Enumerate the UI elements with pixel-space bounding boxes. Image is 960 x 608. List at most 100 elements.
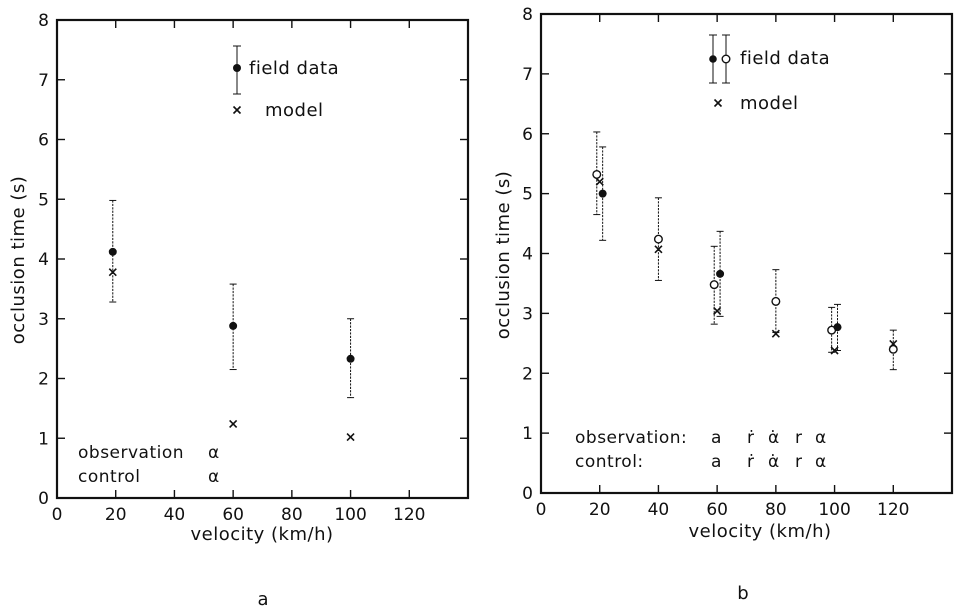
x-axis-label: velocity (km/h) bbox=[688, 521, 831, 542]
x-tick-label: 120 bbox=[393, 505, 425, 525]
control-symbol-r-dot: ṙ bbox=[747, 452, 755, 472]
x-tick-label: 80 bbox=[765, 500, 787, 520]
x-axis-label: velocity (km/h) bbox=[190, 524, 333, 545]
legend-model-label: model bbox=[740, 93, 799, 114]
x-tick-label: 60 bbox=[222, 505, 244, 525]
legend-cross-marker bbox=[232, 105, 242, 115]
x-tick-label: 100 bbox=[334, 505, 366, 525]
x-axis: 0 20 40 60 80 100 120 bbox=[536, 14, 910, 520]
y-tick-label: 0 bbox=[522, 484, 533, 504]
model-point bbox=[595, 177, 604, 186]
field-data-point-filled bbox=[833, 323, 842, 332]
x-axis: 0 20 40 60 80 100 120 bbox=[52, 20, 426, 525]
field-data-point-open bbox=[592, 169, 602, 179]
field-data-point-open bbox=[709, 280, 719, 290]
legend-cross-marker bbox=[713, 98, 723, 108]
panel-label-a: a bbox=[257, 589, 268, 608]
model-point bbox=[771, 329, 780, 338]
y-tick-label: 1 bbox=[522, 424, 533, 444]
field-data-point-filled bbox=[716, 269, 725, 278]
legend: field data model bbox=[232, 45, 339, 121]
y-tick-label: 7 bbox=[38, 71, 49, 91]
model-point bbox=[713, 306, 722, 316]
control-symbol-alpha-dot: α̇ bbox=[768, 452, 780, 472]
y-tick-label: 1 bbox=[38, 429, 49, 449]
observation-label: observation bbox=[78, 443, 184, 463]
y-tick-label: 0 bbox=[38, 489, 49, 509]
error-bar bbox=[599, 146, 607, 241]
field-data-point-filled bbox=[598, 189, 607, 198]
observation-symbol-alpha: α bbox=[208, 443, 220, 463]
control-symbol-alpha: α bbox=[208, 467, 220, 487]
plot-frame bbox=[55, 18, 470, 500]
field-data-point-filled bbox=[108, 247, 117, 256]
field-data-point-filled bbox=[346, 354, 355, 363]
y-tick-label: 5 bbox=[522, 185, 533, 205]
control-symbol-r: r bbox=[795, 452, 803, 472]
observation-symbol-alpha-dot: α̇ bbox=[768, 428, 780, 448]
x-tick-label: 100 bbox=[818, 500, 850, 520]
model-point bbox=[229, 419, 238, 428]
y-axis-label: occlusion time (s) bbox=[493, 171, 514, 340]
y-tick-label: 8 bbox=[522, 5, 533, 25]
chart-panel-b: 0 20 40 60 80 100 120 0 1 2 3 4 5 6 7 8 velocity (km/h… bbox=[493, 5, 954, 604]
y-axis: 0 1 2 3 4 5 6 7 8 bbox=[38, 11, 468, 509]
field-data-point-open bbox=[653, 234, 663, 244]
chart-panel-a: 0 20 40 60 80 100 120 0 1 2 3 4 5 6 7 8 velocity (km/h… bbox=[8, 11, 470, 608]
x-tick-label: 20 bbox=[105, 505, 127, 525]
y-tick-label: 4 bbox=[522, 245, 533, 265]
y-tick-label: 6 bbox=[522, 125, 533, 145]
x-tick-label: 20 bbox=[589, 500, 611, 520]
y-tick-label: 2 bbox=[38, 370, 49, 390]
observation-symbol-alpha: α bbox=[815, 428, 827, 448]
field-data-point-open bbox=[888, 344, 898, 354]
legend-field-data-label: field data bbox=[249, 58, 339, 79]
legend-model-label: model bbox=[265, 100, 324, 121]
y-tick-label: 3 bbox=[522, 304, 533, 324]
x-tick-label: 0 bbox=[52, 505, 63, 525]
control-annotation: observation: a ṙ α̇ r α control: a ṙ α̇ … bbox=[575, 428, 827, 472]
x-tick-label: 40 bbox=[164, 505, 186, 525]
error-bar bbox=[889, 329, 897, 371]
panel-label-b: b bbox=[737, 583, 748, 604]
y-tick-label: 4 bbox=[38, 250, 49, 270]
x-tick-label: 60 bbox=[706, 500, 728, 520]
legend: field data model bbox=[709, 34, 830, 114]
legend-open-marker bbox=[721, 54, 731, 64]
legend-filled-marker bbox=[233, 64, 241, 72]
model-point bbox=[830, 346, 839, 355]
y-tick-label: 8 bbox=[38, 11, 49, 31]
plot-frame bbox=[539, 12, 954, 495]
y-axis-label: occlusion time (s) bbox=[8, 176, 29, 345]
x-tick-label: 0 bbox=[536, 500, 547, 520]
y-tick-label: 5 bbox=[38, 190, 49, 210]
control-symbol-alpha: α bbox=[815, 452, 827, 472]
x-tick-label: 40 bbox=[648, 500, 670, 520]
data-marks bbox=[592, 131, 898, 371]
y-tick-label: 7 bbox=[522, 65, 533, 85]
y-axis: 0 1 2 3 4 5 6 7 8 bbox=[522, 5, 952, 504]
field-data-point-open bbox=[771, 296, 781, 306]
legend-field-data-label: field data bbox=[740, 48, 830, 69]
control-annotation: observation α control α bbox=[78, 443, 220, 487]
y-tick-label: 3 bbox=[38, 310, 49, 330]
control-label: control: bbox=[575, 452, 644, 472]
model-point bbox=[889, 339, 898, 348]
observation-symbol-a: a bbox=[711, 428, 722, 448]
data-marks bbox=[108, 199, 355, 442]
observation-symbol-r: r bbox=[795, 428, 803, 448]
control-symbol-a: a bbox=[711, 452, 722, 472]
x-tick-label: 120 bbox=[877, 500, 909, 520]
model-point bbox=[654, 245, 663, 254]
model-point bbox=[346, 432, 355, 442]
y-tick-label: 2 bbox=[522, 364, 533, 384]
control-label: control bbox=[78, 467, 140, 487]
observation-symbol-r-dot: ṙ bbox=[747, 428, 755, 448]
field-data-point-filled bbox=[229, 321, 238, 330]
model-point bbox=[108, 268, 117, 277]
observation-label: observation: bbox=[575, 428, 687, 448]
y-tick-label: 6 bbox=[38, 131, 49, 151]
x-tick-label: 80 bbox=[281, 505, 303, 525]
legend-filled-marker bbox=[709, 55, 717, 63]
